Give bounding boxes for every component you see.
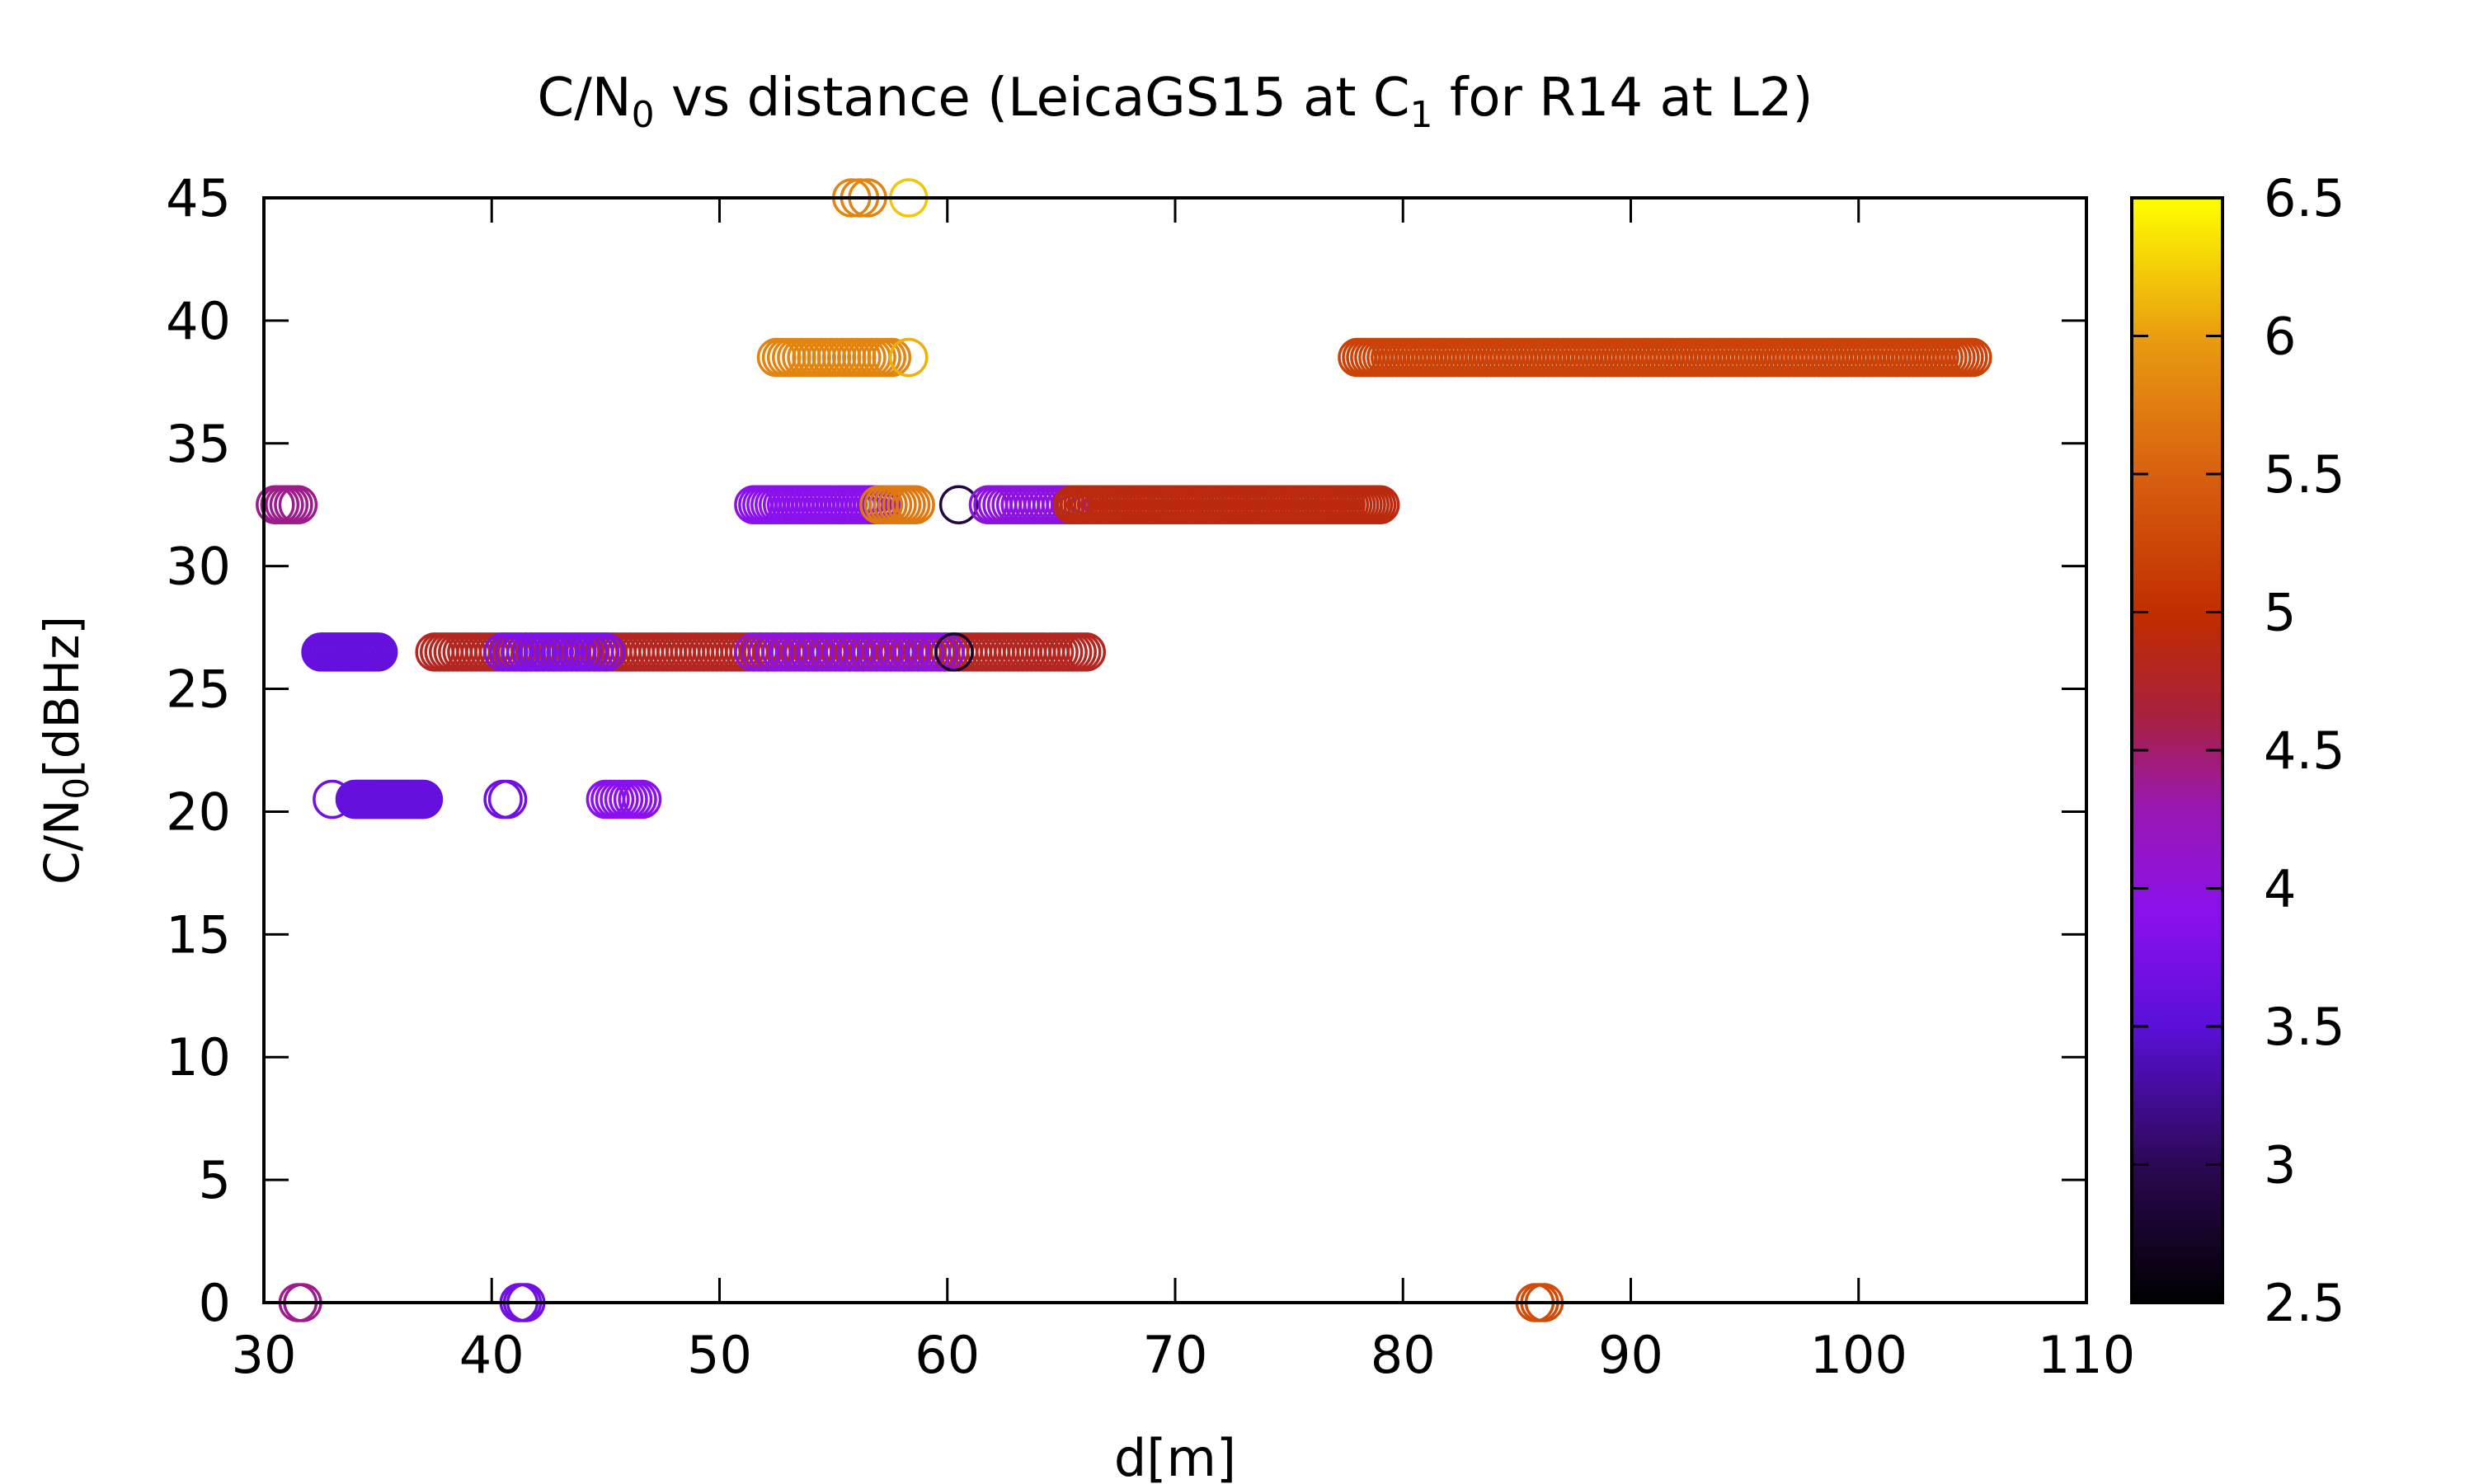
data-point xyxy=(934,632,974,672)
axis-ticks: 30 40 50 60 70 80 90 100 110 0 5 10 15 20 25 30 35 40 45 xyxy=(166,168,2135,1385)
x-tick-label: 80 xyxy=(1371,1325,1436,1385)
data-point xyxy=(938,485,979,524)
x-tick-label: 90 xyxy=(1598,1325,1663,1385)
data-point xyxy=(358,632,398,672)
x-tick-label: 50 xyxy=(687,1325,752,1385)
x-tick-label: 100 xyxy=(1810,1325,1907,1385)
y-tick-label: 20 xyxy=(166,782,231,842)
data-point xyxy=(1953,337,1992,378)
chart-title: C/N0 vs distance (LeicaGS15 at C1 for R1… xyxy=(538,68,1813,136)
data-point xyxy=(896,485,935,524)
y-tick-label: 45 xyxy=(166,168,231,228)
colorbar-ticks: 2.5 3 3.5 4 4.5 5 5.5 6 6.5 xyxy=(2132,168,2345,1333)
x-tick-label: 110 xyxy=(2038,1325,2135,1385)
data-point xyxy=(403,779,444,819)
data-point xyxy=(872,337,912,378)
y-tick-label: 40 xyxy=(166,291,231,351)
y-tick-label: 10 xyxy=(166,1027,231,1087)
colorbar-tick-label: 6 xyxy=(2264,307,2296,367)
y-tick-label: 25 xyxy=(166,660,231,720)
y-tick-label: 0 xyxy=(199,1273,231,1333)
y-axis-label: C/N0[dBHz] xyxy=(34,616,96,885)
y-tick-label: 30 xyxy=(166,537,231,597)
colorbar-tick-label: 4 xyxy=(2264,859,2296,919)
plot-frame xyxy=(262,196,2088,1304)
colorbar-tick-label: 6.5 xyxy=(2264,168,2345,228)
data-point xyxy=(622,779,662,819)
data-point xyxy=(487,779,528,819)
x-tick-label: 40 xyxy=(459,1325,524,1385)
data-point xyxy=(1360,485,1400,524)
x-tick-label: 30 xyxy=(232,1325,297,1385)
y-tick-label: 15 xyxy=(166,904,231,965)
colorbar-tick-label: 3 xyxy=(2264,1135,2296,1195)
x-tick-label: 70 xyxy=(1143,1325,1208,1385)
data-point xyxy=(889,337,929,378)
x-axis-label: d[m] xyxy=(1114,1428,1236,1484)
colorbar-tick-label: 3.5 xyxy=(2264,997,2345,1057)
data-point xyxy=(1066,632,1107,672)
data-point xyxy=(925,632,965,672)
data-point xyxy=(586,632,626,672)
colorbar-tick-label: 5 xyxy=(2264,583,2296,643)
colorbar-tick-label: 4.5 xyxy=(2264,721,2345,781)
x-tick-label: 60 xyxy=(915,1325,980,1385)
y-tick-label: 5 xyxy=(199,1150,231,1210)
data-points xyxy=(256,178,1992,1322)
y-tick-label: 35 xyxy=(166,414,231,474)
colorbar-tick-label: 5.5 xyxy=(2264,444,2345,505)
data-point xyxy=(278,485,318,524)
colorbar-tick-label: 2.5 xyxy=(2264,1273,2345,1333)
